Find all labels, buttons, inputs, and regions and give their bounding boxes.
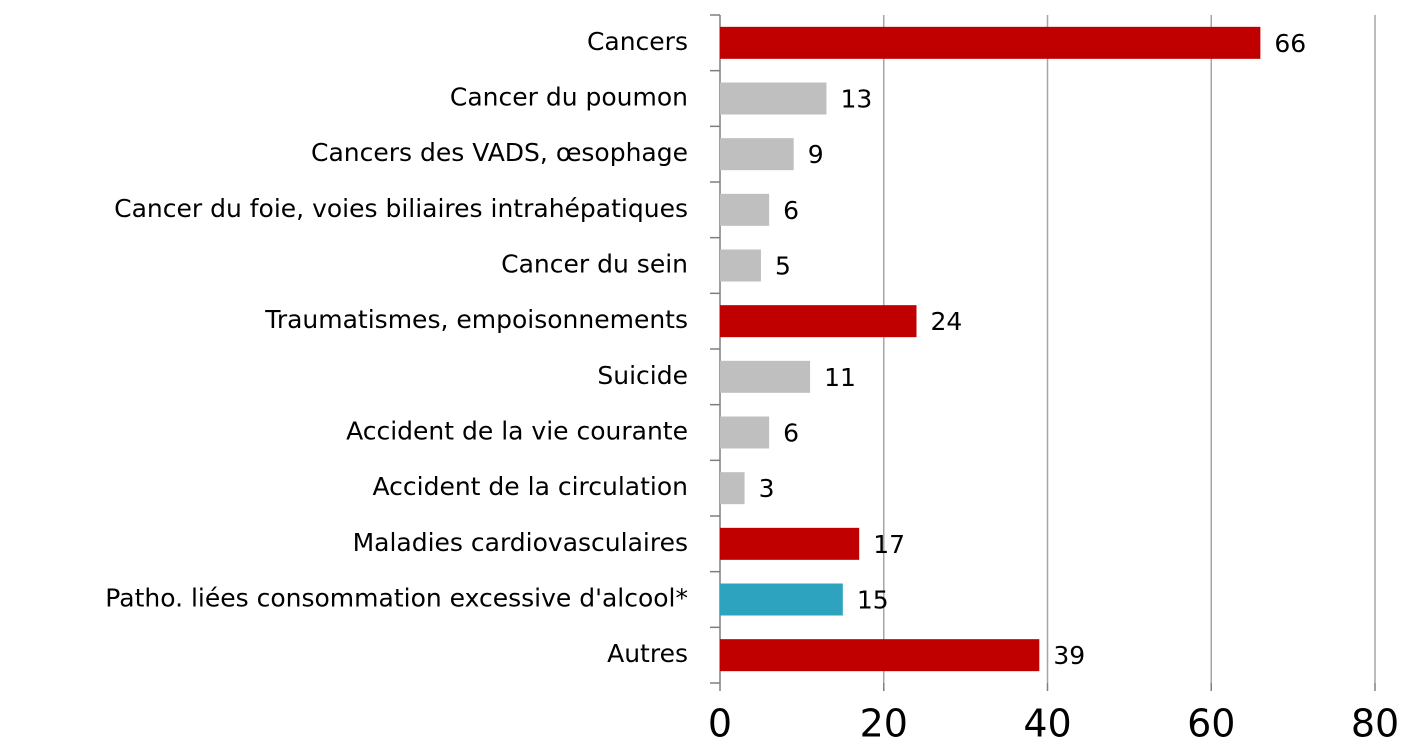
category-label: Accident de la circulation — [372, 472, 688, 501]
category-label: Traumatismes, empoisonnements — [264, 305, 688, 334]
value-label: 24 — [931, 307, 963, 336]
value-label: 9 — [808, 140, 824, 169]
category-label: Patho. liées consommation excessive d'al… — [105, 584, 688, 613]
category-label: Cancer du poumon — [450, 83, 688, 112]
category-label: Accident de la vie courante — [346, 417, 688, 446]
value-label: 5 — [775, 252, 791, 281]
value-label: 11 — [824, 363, 856, 392]
x-tick-label: 0 — [708, 702, 732, 746]
category-label: Cancer du foie, voies biliaires intrahép… — [114, 194, 688, 223]
x-tick-label: 40 — [1023, 702, 1071, 746]
value-label: 39 — [1053, 641, 1085, 670]
bar — [720, 639, 1040, 672]
bar — [720, 82, 827, 115]
x-tick-label: 60 — [1187, 702, 1235, 746]
category-label: Suicide — [597, 361, 688, 390]
bar — [720, 26, 1261, 59]
value-label: 6 — [783, 419, 799, 448]
bar — [720, 305, 917, 338]
category-label: Autres — [607, 639, 688, 668]
value-label: 15 — [857, 586, 889, 615]
category-label: Cancers — [587, 27, 688, 56]
x-tick-label: 80 — [1351, 702, 1399, 746]
bar — [720, 472, 745, 505]
bar — [720, 138, 794, 171]
bar — [720, 416, 770, 449]
category-label: Cancer du sein — [501, 250, 688, 279]
bar — [720, 583, 843, 616]
category-label: Maladies cardiovasculaires — [353, 528, 688, 557]
value-label: 3 — [759, 474, 775, 503]
bar — [720, 527, 860, 560]
value-label: 13 — [840, 85, 872, 114]
value-label: 17 — [873, 530, 905, 559]
bar — [720, 193, 770, 226]
bar — [720, 249, 761, 282]
value-label: 66 — [1274, 29, 1306, 58]
value-label: 6 — [783, 196, 799, 225]
x-tick-label: 20 — [860, 702, 908, 746]
bar — [720, 360, 811, 393]
category-label: Cancers des VADS, œsophage — [311, 138, 688, 167]
